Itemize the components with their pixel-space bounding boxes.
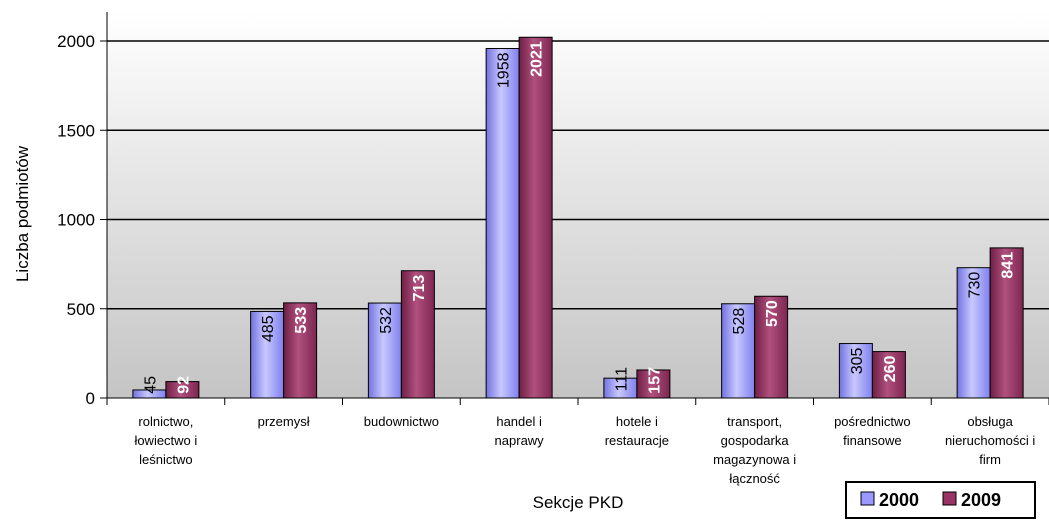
x-category-line: przemysł xyxy=(258,414,310,429)
data-label-2000-3: 1958 xyxy=(496,52,513,88)
legend-swatch-2009 xyxy=(942,491,957,506)
legend-swatch-2000 xyxy=(860,491,875,506)
bar-2009-3 xyxy=(518,36,553,399)
data-label-2000-6: 305 xyxy=(849,347,866,374)
bar-2009-2 xyxy=(400,270,435,399)
data-label-2000-0: 45 xyxy=(142,376,159,394)
y-tick-label: 1500 xyxy=(57,121,95,140)
plot-area xyxy=(107,12,1049,398)
x-category-line: leśnictwo xyxy=(139,452,192,467)
x-category-label: pośrednictwo finansowe xyxy=(834,414,911,448)
x-category-line: transport, xyxy=(727,414,782,429)
x-category-label: hotele i restauracje xyxy=(605,414,669,448)
x-category-label: budownictwo xyxy=(364,414,439,429)
bar-2000-7 xyxy=(956,267,991,399)
y-tick-label: 2000 xyxy=(57,32,95,51)
legend-label-2009: 2009 xyxy=(961,490,1001,510)
data-label-2000-5: 528 xyxy=(731,308,748,335)
bar-2009-5 xyxy=(754,295,789,399)
x-category-line: restauracje xyxy=(605,433,669,448)
x-category-line: gospodarka xyxy=(721,433,790,448)
x-category-label: obsługa nieruchomości i firm xyxy=(945,414,1035,467)
data-label-2000-4: 111 xyxy=(613,367,630,391)
y-axis-title: Liczba podmiotów xyxy=(13,145,32,282)
data-label-2009-4: 157 xyxy=(646,367,663,394)
x-category-line: hotele i xyxy=(616,414,658,429)
data-label-2009-2: 713 xyxy=(411,275,428,302)
x-axis-title: Sekcje PKD xyxy=(533,493,624,512)
data-label-2009-3: 2021 xyxy=(529,41,546,77)
bar-2009-1 xyxy=(283,302,318,399)
x-category-label: handel i naprawy xyxy=(495,414,545,448)
y-tick-label: 1000 xyxy=(57,211,95,230)
x-category-label: rolnictwo, łowiectwo i leśnictwo xyxy=(134,414,197,467)
bar-2000-6 xyxy=(838,343,873,399)
y-tick-label: 0 xyxy=(86,389,95,408)
x-category-line: rolnictwo, xyxy=(138,414,193,429)
x-category-line: naprawy xyxy=(495,433,545,448)
data-label-2000-7: 730 xyxy=(967,272,984,299)
x-category-line: budownictwo xyxy=(364,414,439,429)
data-label-2009-6: 260 xyxy=(882,355,899,382)
bar-2000-3 xyxy=(485,47,520,399)
data-label-2000-1: 485 xyxy=(260,315,277,342)
x-category-line: magazynowa i xyxy=(713,452,796,467)
legend-label-2000: 2000 xyxy=(879,490,919,510)
data-label-2009-7: 841 xyxy=(1000,252,1017,279)
legend: 2000 2009 xyxy=(845,481,1036,519)
x-category-label: transport, gospodarka magazynowa i łączność xyxy=(713,414,796,486)
data-label-2009-0: 92 xyxy=(175,376,192,394)
y-tick-label: 500 xyxy=(67,300,95,319)
data-label-2009-1: 533 xyxy=(293,307,310,334)
x-category-line: pośrednictwo xyxy=(834,414,911,429)
x-category-label: przemysł xyxy=(258,414,310,429)
x-category-line: obsługa xyxy=(967,414,1013,429)
data-label-2000-2: 532 xyxy=(378,307,395,334)
x-category-line: handel i xyxy=(496,414,542,429)
bar-2009-7 xyxy=(989,247,1024,399)
bar-2000-5 xyxy=(721,303,756,399)
legend-box xyxy=(845,481,1036,519)
x-category-line: nieruchomości i xyxy=(945,433,1035,448)
x-category-line: łączność xyxy=(729,471,780,486)
x-category-line: łowiectwo i xyxy=(134,433,197,448)
data-label-2009-5: 570 xyxy=(764,300,781,327)
bar-2009-4 xyxy=(636,369,671,399)
bar-2000-1 xyxy=(250,310,285,399)
x-category-line: firm xyxy=(979,452,1001,467)
x-category-line: finansowe xyxy=(843,433,902,448)
